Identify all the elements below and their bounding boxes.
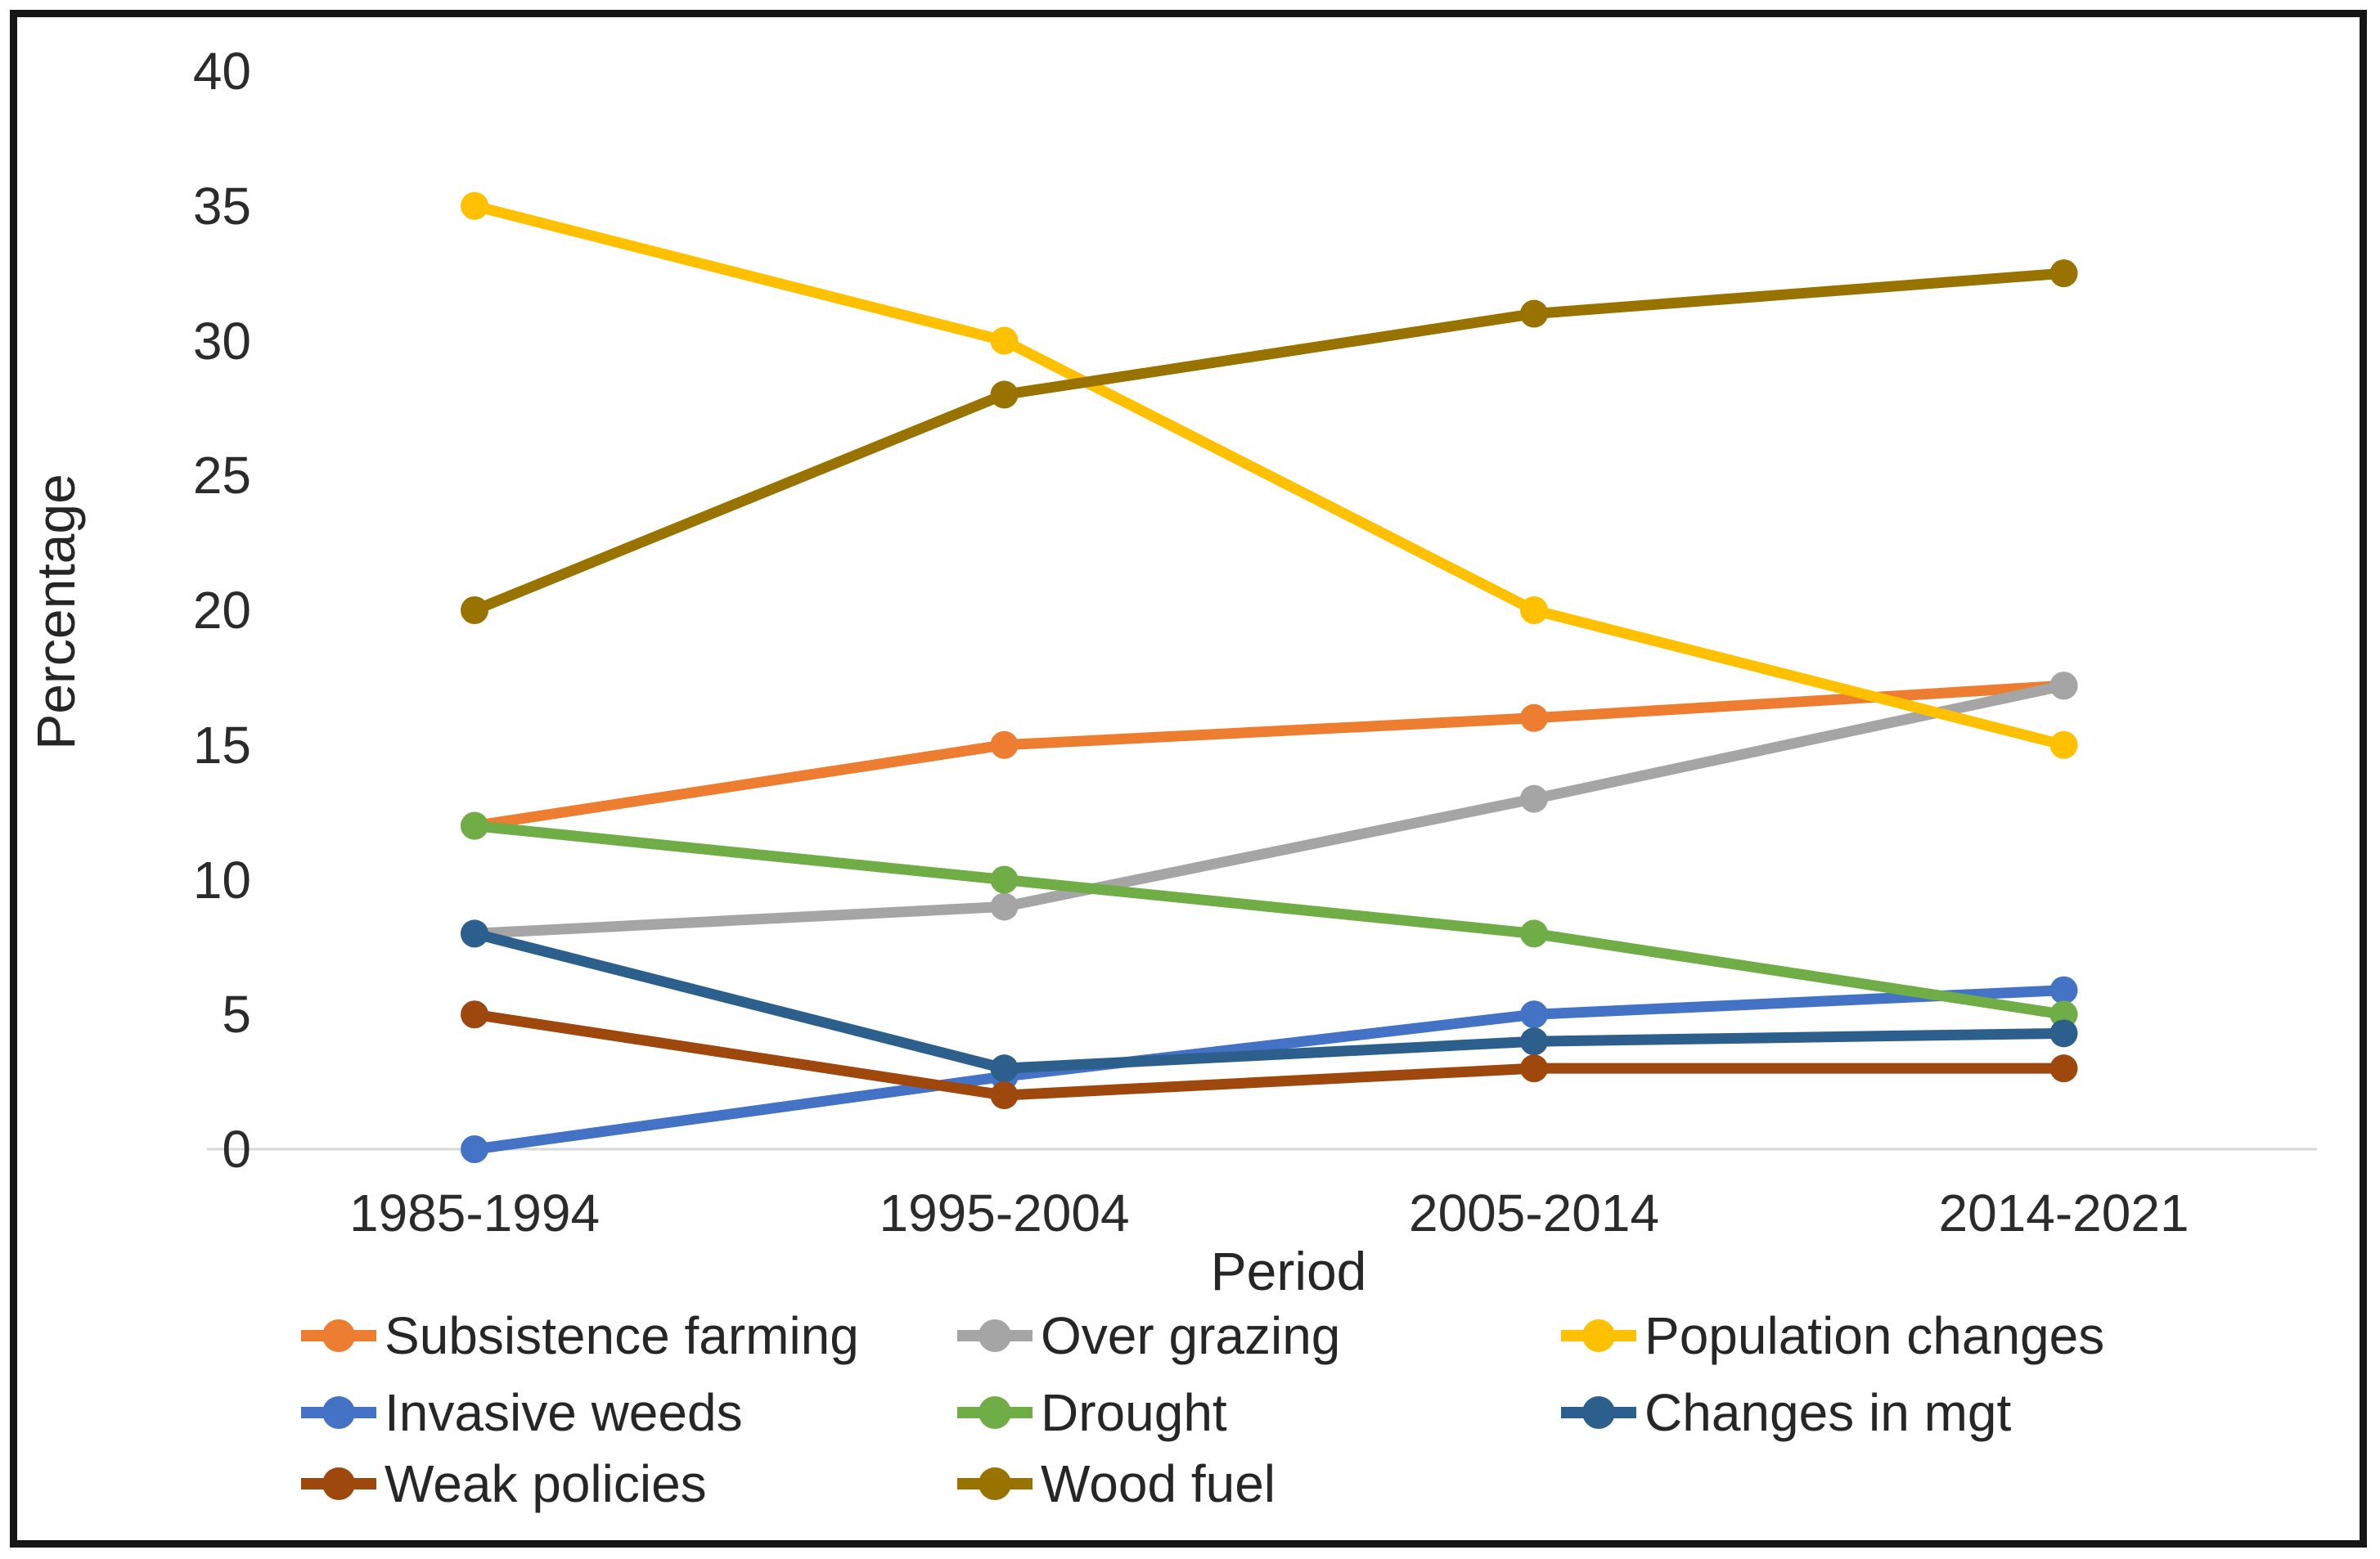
series-marker <box>990 730 1019 759</box>
series-marker <box>461 1135 488 1163</box>
legend-item: Drought <box>957 1380 1227 1445</box>
x-tick-label: 2014-2021 <box>1938 1184 2189 1242</box>
series-marker <box>2049 730 2078 759</box>
legend-line-marker-icon <box>957 1396 1033 1429</box>
y-tick-label: 15 <box>192 715 251 775</box>
y-tick-label: 40 <box>192 42 251 101</box>
legend-item: Population changes <box>1561 1303 2104 1368</box>
series-marker <box>2049 976 2078 1004</box>
legend-line-marker-icon <box>957 1319 1033 1352</box>
series-marker <box>990 1054 1019 1083</box>
series-line-0 <box>474 680 2064 832</box>
series-marker <box>990 865 1019 894</box>
y-tick-label: 30 <box>192 311 251 371</box>
legend-label: Weak policies <box>385 1454 707 1513</box>
series-marker <box>2049 1054 2078 1083</box>
series-marker <box>461 191 488 220</box>
series-line-1 <box>474 680 2065 939</box>
y-tick-label: 5 <box>222 985 251 1045</box>
legend-label: Over grazing <box>1041 1306 1341 1365</box>
series-marker <box>1520 596 1548 624</box>
series-marker <box>990 892 1019 921</box>
y-tick-label: 20 <box>192 581 251 640</box>
series-marker <box>461 1000 488 1029</box>
legend-item: Wood fuel <box>957 1451 1275 1516</box>
series-marker <box>2049 259 2078 288</box>
series-line-4 <box>474 820 2065 1020</box>
legend-line-marker-icon <box>1561 1396 1636 1429</box>
series-line-7 <box>472 267 2064 616</box>
legend-label: Changes in mgt <box>1644 1383 2012 1442</box>
legend-item: Weak policies <box>301 1451 707 1516</box>
series-line-6 <box>474 1009 2064 1101</box>
series-marker <box>1520 703 1548 732</box>
y-tick-label: 25 <box>192 446 251 505</box>
series-marker <box>1520 1000 1548 1029</box>
legend-line-marker-icon <box>957 1467 1033 1500</box>
series-marker <box>2049 1019 2078 1048</box>
series-line-2 <box>473 200 2066 751</box>
series-marker <box>1520 1054 1548 1083</box>
legend-item: Over grazing <box>957 1303 1340 1368</box>
legend-item: Changes in mgt <box>1561 1380 2011 1445</box>
series-marker <box>1520 919 1548 948</box>
series-marker <box>990 1081 1019 1110</box>
x-tick-label: 1995-2004 <box>879 1184 1130 1242</box>
legend-label: Drought <box>1041 1383 1227 1442</box>
y-tick-label: 35 <box>192 176 251 236</box>
legend-item: Subsistence farming <box>301 1303 859 1368</box>
series-marker <box>990 326 1019 355</box>
legend-line-marker-icon <box>301 1396 376 1429</box>
legend-label: Wood fuel <box>1041 1454 1275 1513</box>
legend-line-marker-icon <box>1561 1319 1636 1352</box>
series-line-5 <box>473 928 2064 1074</box>
x-tick-label: 2005-2014 <box>1408 1184 1660 1242</box>
series-marker <box>1520 1027 1548 1056</box>
y-tick-label: 0 <box>222 1120 251 1179</box>
legend-line-marker-icon <box>301 1319 376 1352</box>
y-tick-label: 10 <box>192 850 251 910</box>
series-marker <box>1520 784 1548 813</box>
x-axis-title: Period <box>1210 1241 1367 1301</box>
legend-line-marker-icon <box>301 1467 376 1500</box>
series-marker <box>461 811 488 840</box>
legend-label: Population changes <box>1644 1306 2105 1365</box>
legend-label: Subsistence farming <box>385 1306 859 1365</box>
legend-label: Invasive weeds <box>385 1383 743 1442</box>
legend-item: Invasive weeds <box>301 1380 743 1445</box>
series-marker <box>461 596 488 624</box>
series-marker <box>990 380 1019 409</box>
series-marker <box>2049 672 2078 700</box>
series-marker <box>1520 299 1548 328</box>
series-marker <box>461 919 488 948</box>
x-tick-label: 1985-1994 <box>349 1184 601 1242</box>
series-line-3 <box>474 985 2064 1155</box>
y-axis-title: Percentage <box>25 474 86 750</box>
